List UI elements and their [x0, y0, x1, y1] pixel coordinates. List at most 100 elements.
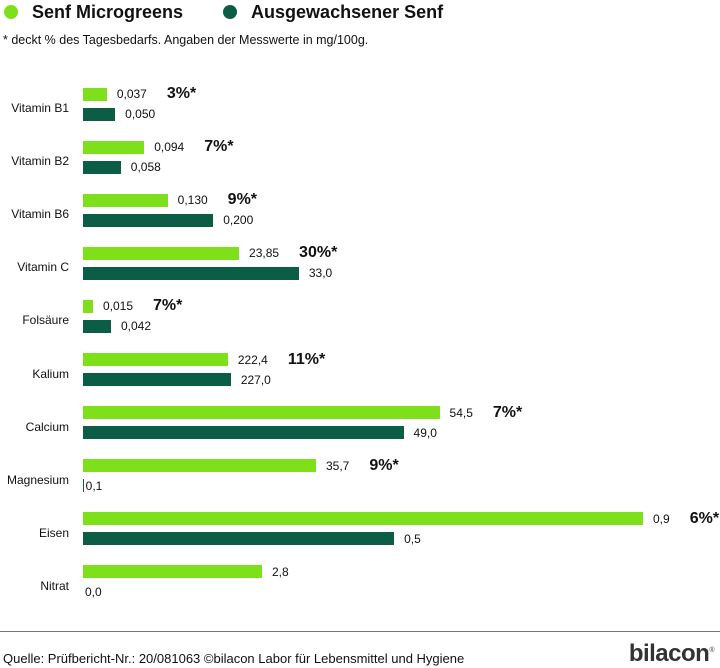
category-label: Nitrat	[40, 578, 69, 593]
data-label: 33,0	[308, 266, 333, 281]
category-row: Vitamin B6 0,130 9%* 0,200	[0, 191, 720, 239]
category-row: Vitamin B1 0,037 3%* 0,050	[0, 85, 720, 133]
data-label: 0,1	[85, 478, 103, 493]
divider	[0, 631, 720, 632]
daily-value-label: 9%*	[227, 191, 258, 209]
bar-group: 0,130 9%*	[83, 191, 258, 209]
bar-grown	[83, 213, 214, 227]
category-row: Nitrat 2,8 0,0	[0, 565, 720, 611]
bar-microgreens	[83, 140, 145, 154]
daily-value-label: 6%*	[689, 509, 720, 527]
bar-group: 0,200	[83, 213, 253, 227]
bar-group: 54,5 7%*	[83, 403, 523, 421]
data-label: 0,200	[223, 213, 254, 228]
category-label: Vitamin B2	[11, 154, 69, 169]
bar-microgreens	[83, 512, 643, 526]
bar-microgreens	[83, 459, 316, 473]
bar-group: 222,4 11%*	[83, 350, 326, 368]
logo-text: bilacon	[628, 640, 710, 667]
bar-microgreens	[83, 246, 240, 260]
daily-value-label: 3%*	[166, 85, 197, 102]
data-label: 0,015	[103, 299, 134, 314]
category-row: Kalium 222,4 11%* 227,0	[0, 350, 720, 399]
bar-microgreens	[83, 406, 440, 420]
data-label: 0,058	[130, 160, 161, 175]
daily-value-label: 7%*	[204, 138, 234, 156]
daily-value-label: 9%*	[369, 456, 399, 474]
category-label: Folsäure	[22, 313, 69, 328]
data-label: 0,050	[125, 107, 156, 121]
data-label: 0,130	[177, 193, 208, 208]
bar-group: 0,0	[83, 585, 102, 599]
bar-microgreens	[83, 87, 107, 101]
bar-grown	[83, 426, 404, 440]
legend-item-grown: Ausgewachsener Senf	[223, 2, 443, 23]
category-row: Folsäure 0,015 7%* 0,042	[0, 297, 720, 345]
category-label: Vitamin C	[17, 260, 69, 275]
legend-dot-microgreens	[4, 5, 18, 19]
category-label: Eisen	[38, 525, 69, 540]
bar-group: 0,042	[83, 319, 151, 333]
category-label: Magnesium	[6, 472, 69, 487]
bar-group: 0,1	[83, 479, 102, 493]
daily-value-label: 11%*	[287, 350, 326, 368]
category-label: Kalium	[32, 366, 69, 381]
bar-group: 0,9 6%*	[83, 509, 720, 527]
legend-label-microgreens: Senf Microgreens	[32, 1, 184, 22]
category-label: Calcium	[25, 419, 69, 434]
data-label: 0,042	[121, 319, 152, 334]
category-row: Calcium 54,5 7%* 49,0	[0, 403, 720, 452]
category-row: Magnesium 35,7 9%* 0,1	[0, 456, 720, 505]
bar-group: 0,015 7%*	[83, 297, 183, 315]
legend-label-grown: Ausgewachsener Senf	[251, 1, 444, 22]
bar-grown	[83, 319, 111, 333]
category-row: Vitamin C 23,85 30%* 33,0	[0, 244, 720, 292]
data-label: 0,037	[116, 87, 147, 101]
bar-microgreens	[83, 565, 262, 579]
bar-group: 0,5	[83, 532, 421, 546]
daily-value-label: 7%*	[492, 403, 523, 421]
data-label: 54,5	[449, 405, 473, 420]
bar-grown	[83, 107, 116, 121]
bar-chart: Vitamin B1 0,037 3%* 0,050 Vitamin B2 0,094 7%…	[0, 80, 720, 610]
data-label: 0,0	[85, 584, 102, 599]
bar-group: 0,050	[83, 107, 155, 121]
bar-group: 0,058	[83, 160, 161, 174]
data-label: 2,8	[271, 564, 289, 579]
bar-group: 23,85 30%*	[83, 244, 338, 262]
bar-grown	[83, 373, 231, 386]
category-label: Vitamin B1	[11, 101, 69, 115]
data-label: 49,0	[413, 425, 437, 440]
daily-value-label: 30%*	[299, 244, 338, 262]
data-label: 227,0	[240, 372, 271, 387]
daily-value-label: 7%*	[153, 297, 183, 315]
bar-microgreens	[83, 299, 93, 313]
footnote: * deckt % des Tagesbedarfs. Angaben der …	[3, 33, 369, 47]
category-row: Vitamin B2 0,094 7%* 0,058	[0, 138, 720, 186]
bar-grown	[83, 266, 299, 280]
legend: Senf Microgreens Ausgewachsener Senf	[4, 0, 483, 24]
bar-group: 33,0	[83, 266, 332, 280]
legend-dot-grown	[223, 5, 238, 19]
data-label: 0,094	[154, 140, 185, 155]
bar-microgreens	[83, 353, 228, 366]
bar-group: 35,7 9%*	[83, 456, 399, 474]
bar-grown	[83, 160, 121, 174]
bilacon-logo: bilacon®	[628, 640, 715, 667]
bar-grown	[83, 532, 395, 546]
bar-group: 0,037 3%*	[83, 85, 197, 102]
data-label: 222,4	[237, 352, 268, 367]
bar-microgreens	[83, 193, 168, 207]
bar-group: 227,0	[83, 373, 271, 387]
bar-group: 2,8	[83, 565, 289, 579]
data-label: 35,7	[326, 458, 350, 473]
category-label: Vitamin B6	[11, 207, 69, 222]
data-label: 0,5	[404, 531, 421, 546]
data-label: 23,85	[249, 246, 280, 261]
source-text: Quelle: Prüfbericht-Nr.: 20/081063 ©bila…	[3, 651, 465, 666]
category-row: Eisen 0,9 6%* 0,5	[0, 509, 720, 558]
bar-group: 49,0	[83, 426, 437, 440]
data-label: 0,9	[653, 511, 670, 526]
legend-item-microgreens: Senf Microgreens	[4, 2, 183, 23]
bar-grown	[83, 479, 84, 493]
